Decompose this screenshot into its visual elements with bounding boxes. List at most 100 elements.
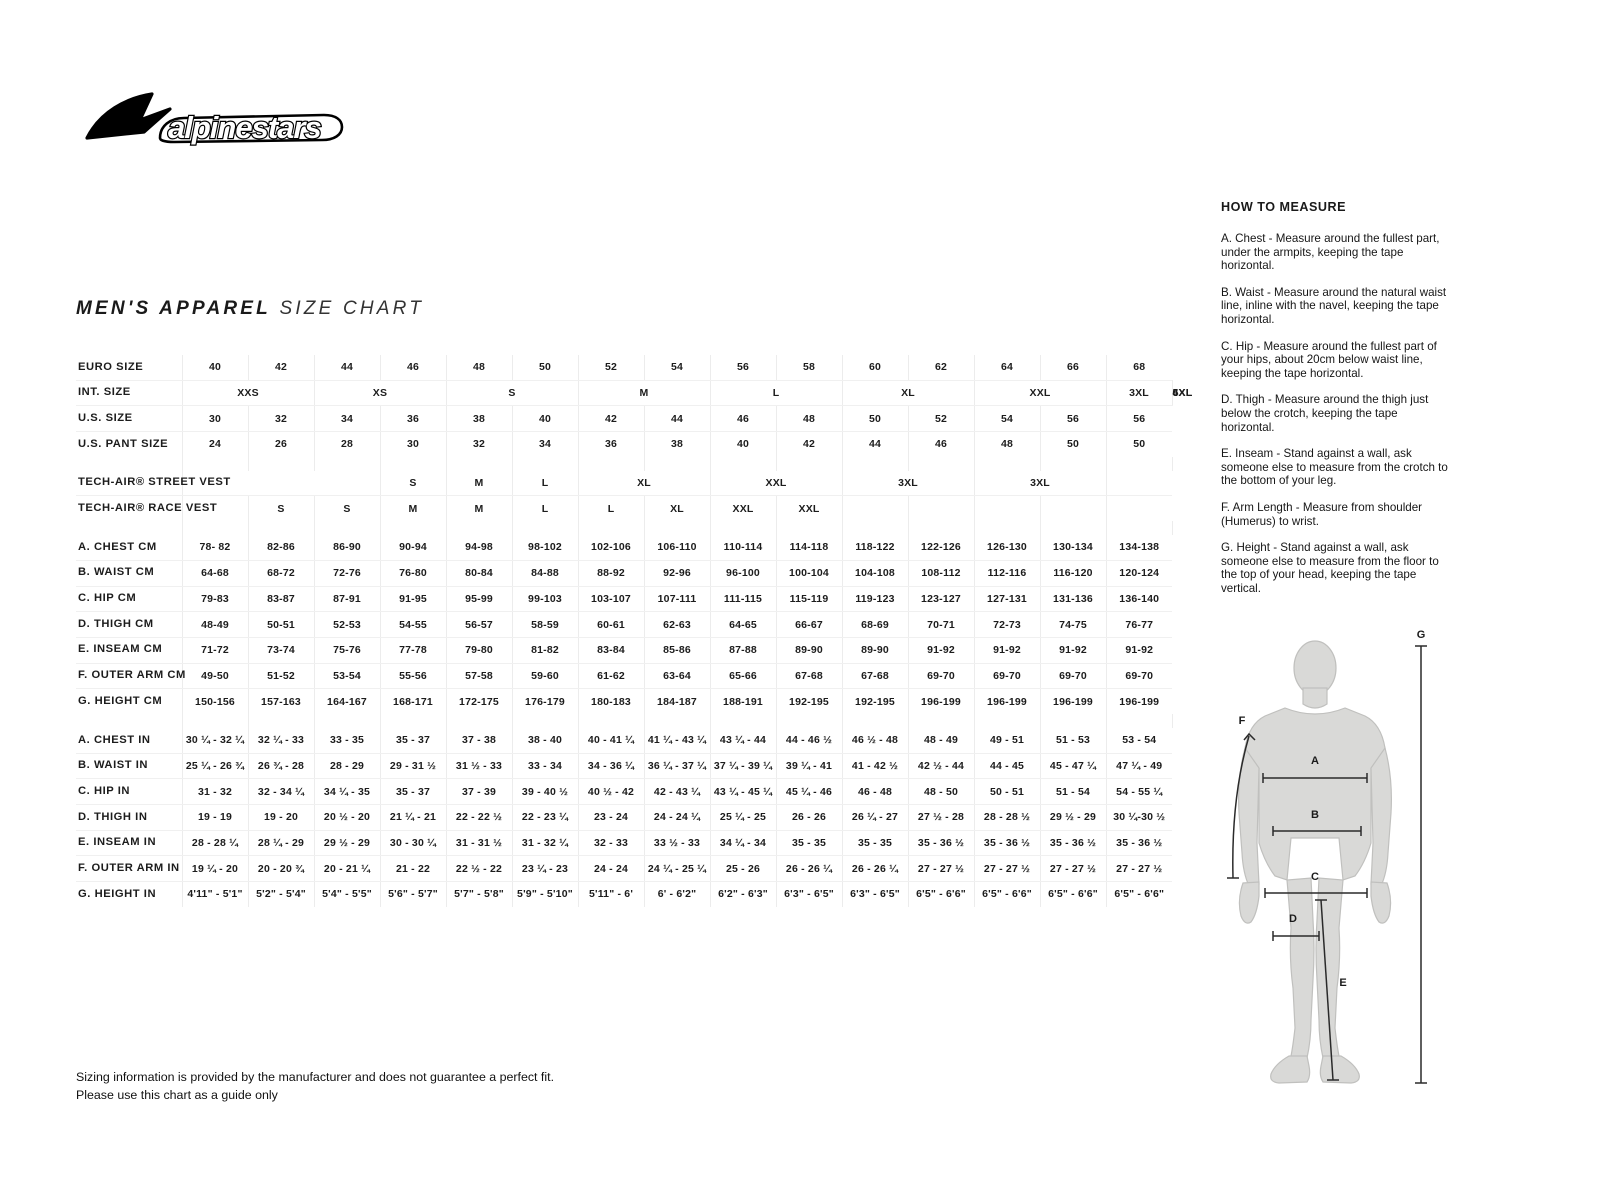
cell: 56 (710, 355, 777, 381)
cell: 122-126 (908, 535, 975, 561)
cell: 25 - 26 (710, 855, 777, 883)
cell: 5'7" - 5'8" (446, 881, 513, 907)
cell: 40 ½ - 42 (578, 778, 645, 805)
table-row: EURO SIZE 40 42 44 46 48 50 52 54 56 58 … (76, 355, 1172, 381)
cell: 26 - 26 (776, 804, 843, 831)
cell: 111-115 (710, 586, 777, 613)
cell: 24 (182, 431, 249, 457)
figure-label-c: C (1311, 871, 1319, 883)
cell: 56-57 (446, 611, 513, 638)
cell: 34 ¼ - 35 (314, 778, 381, 805)
cell: 45 ¼ - 46 (776, 778, 843, 805)
cell: 44 (842, 431, 909, 457)
row-label: U.S. SIZE (76, 405, 183, 433)
cell: 46 ½ - 48 (842, 727, 909, 754)
figure-label-g: G (1417, 629, 1426, 641)
cell: 27 - 27 ½ (908, 855, 975, 883)
table-row: B. WAIST IN 25 ¼ - 26 ¾ 26 ¾ - 28 28 - 29 2… (76, 753, 1172, 780)
table-row: U.S. SIZE 30 32 34 36 38 40 42 44 46 48 … (76, 405, 1172, 433)
table-row: C. HIP IN 31 - 32 32 - 34 ¼ 34 ¼ - 35 35 - … (76, 778, 1172, 805)
cell: 192-195 (842, 688, 909, 714)
cell: 24 - 24 (578, 855, 645, 883)
cell: 98-102 (512, 535, 579, 561)
cell: M (446, 495, 513, 522)
cell: 20 - 20 ¾ (248, 855, 315, 883)
cell: 32 - 33 (578, 830, 645, 857)
cell: 59-60 (512, 663, 579, 690)
cell: 69-70 (1040, 663, 1107, 690)
row-label: C. HIP IN (76, 778, 183, 805)
cell: 39 ¼ - 41 (776, 753, 843, 780)
cell: 28 - 28 ½ (974, 804, 1041, 831)
table-row: A. CHEST IN 30 ¼ - 32 ¼ 32 ¼ - 33 33 - 35 3… (76, 727, 1172, 754)
cell: 78- 82 (182, 535, 249, 561)
size-chart-table: EURO SIZE 40 42 44 46 48 50 52 54 56 58 … (76, 355, 1192, 907)
cell: 47 ¼ - 49 (1106, 753, 1172, 780)
cell: 64-68 (182, 560, 249, 587)
cell: L (578, 495, 645, 522)
cell: XXL (776, 495, 843, 522)
cell: 19 - 20 (248, 804, 315, 831)
cell: S (248, 495, 315, 522)
cell: 120-124 (1106, 560, 1172, 587)
cell: 87-88 (710, 637, 777, 664)
cell: XXS (182, 380, 315, 407)
cell: 69-70 (908, 663, 975, 690)
cell: 6'3" - 6'5" (776, 881, 843, 907)
figure-label-a: A (1311, 755, 1319, 767)
cell: 32 - 34 ¼ (248, 778, 315, 805)
cell: 30 (380, 431, 447, 457)
cell: 64-65 (710, 611, 777, 638)
cell: 27 - 27 ½ (974, 855, 1041, 883)
cell: 76-77 (1106, 611, 1172, 638)
cell: 33 - 34 (512, 753, 579, 780)
cell: 22 - 22 ½ (446, 804, 513, 831)
cell: 54 (644, 355, 711, 381)
cell: 180-183 (578, 688, 645, 714)
alpinestars-logo: alpinestars (74, 82, 364, 154)
cell: XL (578, 470, 711, 497)
cell: 44 - 45 (974, 753, 1041, 780)
cell: 60-61 (578, 611, 645, 638)
cell: 60 (842, 355, 909, 381)
cell: 83-84 (578, 637, 645, 664)
cell: 94-98 (446, 535, 513, 561)
cell: 5'11" - 6' (578, 881, 645, 907)
table-row: INT. SIZE XXS XS S M L XL XXL 3XL 4XL 5X… (76, 380, 1192, 407)
cell: 41 - 42 ½ (842, 753, 909, 780)
cell: 32 (248, 405, 315, 433)
row-label: G. HEIGHT CM (76, 688, 183, 714)
cell: 123-127 (908, 586, 975, 613)
row-label: G. HEIGHT IN (76, 881, 183, 907)
cell: 164-167 (314, 688, 381, 714)
cell: 6'5" - 6'6" (1040, 881, 1107, 907)
row-label: B. WAIST CM (76, 560, 183, 587)
cell: 19 - 19 (182, 804, 249, 831)
cell: 55-56 (380, 663, 447, 690)
cell: 46 (908, 431, 975, 457)
cell: 37 - 38 (446, 727, 513, 754)
cell: 35 - 37 (380, 778, 447, 805)
row-label: E. INSEAM IN (76, 830, 183, 857)
cell: 96-100 (710, 560, 777, 587)
cell: 72-76 (314, 560, 381, 587)
cell: XL (842, 380, 975, 407)
cell: 42 (248, 355, 315, 381)
measure-instruction-arm: F. Arm Length - Measure from shoulder (H… (1221, 500, 1423, 528)
figure-label-d: D (1289, 913, 1297, 925)
cell: 70-71 (908, 611, 975, 638)
cell: 24 - 24 ¼ (644, 804, 711, 831)
cell: 35 - 36 ½ (1106, 830, 1172, 857)
cell: 58 (776, 355, 843, 381)
table-row: C. HIP CM 79-83 83-87 87-91 91-95 95-99 99-10… (76, 586, 1172, 613)
cell: 46 - 48 (842, 778, 909, 805)
cell: 33 - 35 (314, 727, 381, 754)
cell: 71-72 (182, 637, 249, 664)
cell: 27 ½ - 28 (908, 804, 975, 831)
cell: 103-107 (578, 586, 645, 613)
cell: 58-59 (512, 611, 579, 638)
cell: 131-136 (1040, 586, 1107, 613)
cell: 172-175 (446, 688, 513, 714)
cell: 3XL (842, 470, 975, 497)
cell: 34 ¼ - 34 (710, 830, 777, 857)
